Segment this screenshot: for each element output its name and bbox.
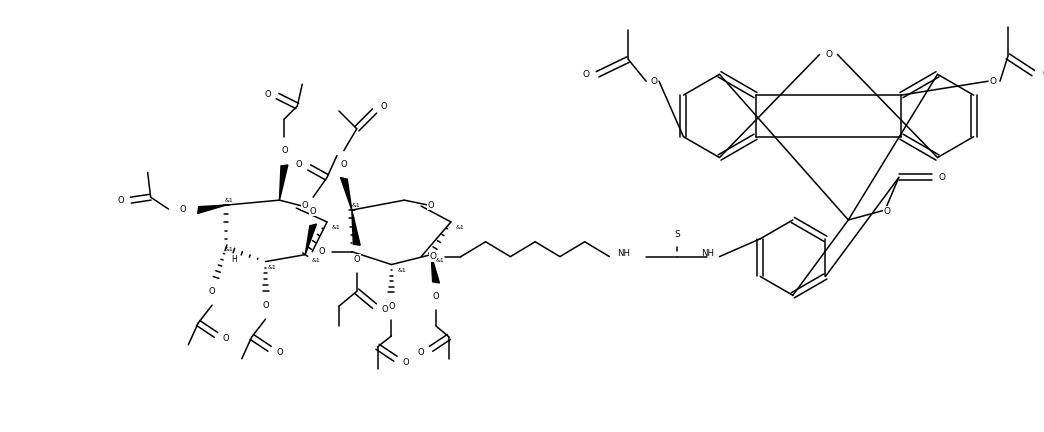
- Text: O: O: [381, 305, 387, 314]
- Text: &1: &1: [332, 226, 340, 230]
- Text: O: O: [883, 206, 891, 216]
- Text: NH: NH: [702, 249, 714, 258]
- Text: O: O: [354, 255, 360, 264]
- Text: O: O: [429, 252, 436, 261]
- Text: &1: &1: [436, 258, 445, 263]
- Text: O: O: [583, 70, 589, 79]
- Text: O: O: [380, 102, 387, 111]
- Polygon shape: [280, 165, 288, 200]
- Text: O: O: [650, 77, 658, 86]
- Polygon shape: [197, 205, 226, 213]
- Text: &1: &1: [456, 226, 465, 230]
- Text: O: O: [939, 173, 946, 182]
- Text: O: O: [318, 247, 326, 256]
- Text: &1: &1: [311, 258, 319, 263]
- Text: O: O: [1042, 69, 1044, 78]
- Text: &1: &1: [224, 198, 234, 203]
- Text: O: O: [418, 348, 425, 357]
- Text: O: O: [118, 196, 124, 205]
- Text: &1: &1: [267, 265, 277, 270]
- Polygon shape: [305, 224, 316, 254]
- Text: O: O: [262, 301, 269, 310]
- Text: O: O: [433, 292, 440, 301]
- Text: O: O: [179, 205, 186, 213]
- Text: &1: &1: [352, 203, 360, 208]
- Text: O: O: [277, 348, 283, 357]
- Text: O: O: [402, 358, 408, 367]
- Text: O: O: [388, 302, 395, 311]
- Text: O: O: [302, 200, 309, 210]
- Text: O: O: [296, 160, 303, 169]
- Text: H: H: [231, 255, 237, 264]
- Text: O: O: [281, 146, 288, 155]
- Text: O: O: [264, 89, 270, 98]
- Text: O: O: [428, 200, 434, 210]
- Text: NH: NH: [617, 249, 630, 258]
- Text: S: S: [674, 230, 680, 239]
- Text: &1: &1: [354, 255, 362, 260]
- Text: O: O: [222, 334, 230, 343]
- Text: &1: &1: [398, 268, 406, 273]
- Polygon shape: [431, 254, 440, 283]
- Text: O: O: [825, 50, 832, 59]
- Text: O: O: [990, 77, 997, 86]
- Text: O: O: [310, 206, 316, 216]
- Polygon shape: [352, 210, 360, 245]
- Text: &1: &1: [224, 247, 234, 252]
- Polygon shape: [340, 178, 352, 210]
- Text: O: O: [340, 160, 348, 169]
- Text: O: O: [209, 287, 215, 296]
